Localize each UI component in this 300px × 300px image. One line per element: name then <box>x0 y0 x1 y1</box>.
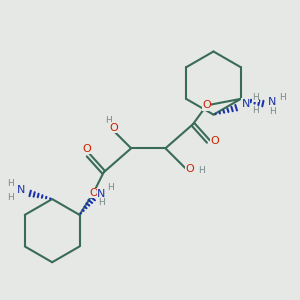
Text: O: O <box>186 164 194 174</box>
Text: H: H <box>269 107 276 116</box>
Text: H: H <box>8 179 14 188</box>
Text: H: H <box>198 166 205 175</box>
Text: O: O <box>82 144 91 154</box>
Text: H: H <box>98 198 105 207</box>
Text: H: H <box>8 193 14 202</box>
Text: H: H <box>279 93 285 102</box>
Text: H: H <box>105 116 112 124</box>
Text: O: O <box>202 100 211 110</box>
Text: O: O <box>89 188 98 198</box>
Text: H: H <box>107 183 114 192</box>
Text: H: H <box>252 93 259 102</box>
Text: H: H <box>252 106 259 115</box>
Text: N: N <box>16 185 25 195</box>
Text: N: N <box>97 189 106 199</box>
Text: O: O <box>110 123 118 133</box>
Text: O: O <box>210 136 219 146</box>
Text: N: N <box>242 99 250 109</box>
Text: N: N <box>268 97 277 107</box>
